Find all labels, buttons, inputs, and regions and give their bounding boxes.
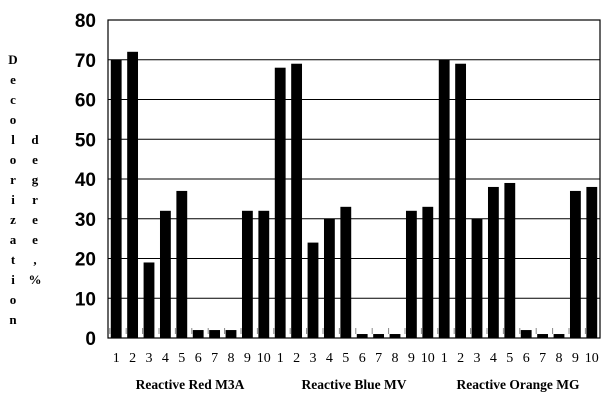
x-tick-label: 10 [585,351,599,366]
bar [275,68,286,338]
group-label: Reactive Orange MG [457,377,580,392]
bar [340,207,351,338]
bar [226,330,237,338]
x-tick-label: 10 [257,351,271,366]
group-label: Reactive Red M3A [136,377,245,392]
x-tick-label: 7 [539,351,546,366]
x-tick-label: 7 [375,351,382,366]
bar [406,211,417,338]
bar [324,219,335,338]
bar [472,219,483,338]
bar [455,64,466,338]
bar [258,211,269,338]
bar [242,211,253,338]
bars [110,52,597,338]
x-tick-label: 5 [178,351,185,366]
bar [160,211,171,338]
x-tick-label: 4 [326,351,333,366]
y-tick-label: 40 [75,170,96,191]
x-tick-label: 2 [129,351,136,366]
y-tick-label: 50 [75,130,96,151]
x-tick-label: 3 [474,351,481,366]
bar [127,52,138,338]
x-tick-label: 5 [506,351,513,366]
x-tick-label: 9 [408,351,415,366]
x-tick-label: 8 [228,351,235,366]
x-tick-label: 9 [572,351,579,366]
y-tick-label: 80 [75,11,96,32]
bar [308,243,319,338]
x-tick-label: 8 [392,351,399,366]
x-tick-label: 1 [113,351,120,366]
x-tick-label: 4 [162,351,169,366]
x-tick-label: 2 [293,351,300,366]
group-labels: Reactive Red M3A Reactive Blue MV Reactive… [136,377,580,392]
bar [488,187,499,338]
x-tick-label: 4 [490,351,497,366]
y-tick-label: 60 [75,91,96,112]
bar [291,64,302,338]
x-tick-label: 6 [359,351,366,366]
bar [586,187,597,338]
x-tick-label: 6 [195,351,202,366]
x-tick-label: 1 [277,351,284,366]
bar [111,60,122,338]
y-tick-label: 20 [75,250,96,271]
x-tick-label: 3 [310,351,317,366]
bar [176,191,187,338]
bar [422,207,433,338]
y-tick-label: 30 [75,210,96,231]
bar [570,191,581,338]
x-tick-label: 7 [211,351,218,366]
x-tick-label: 9 [244,351,251,366]
x-tick-labels: 1 2 3 4 5 6 7 8 9 10 1 2 3 4 5 6 7 8 9 10 1 2 3 4 5 6 7 8 9 10 [113,351,599,366]
bar [521,330,532,338]
x-tick-label: 10 [421,351,435,366]
y-tick-label: 0 [85,329,96,350]
y-tick-label: 10 [75,289,96,310]
x-tick-label: 3 [146,351,153,366]
x-tick-label: 6 [523,351,530,366]
group-label: Reactive Blue MV [302,377,407,392]
bar [144,262,155,338]
x-tick-label: 1 [441,351,448,366]
bar [209,330,220,338]
bar [439,60,450,338]
bar [504,183,515,338]
y-tick-label: 70 [75,51,96,72]
x-tick-label: 8 [556,351,563,366]
y-tick-labels: 0 10 20 30 40 50 60 70 80 [75,11,96,350]
x-tick-label: 2 [457,351,464,366]
bar [193,330,204,338]
x-tick-label: 5 [342,351,349,366]
